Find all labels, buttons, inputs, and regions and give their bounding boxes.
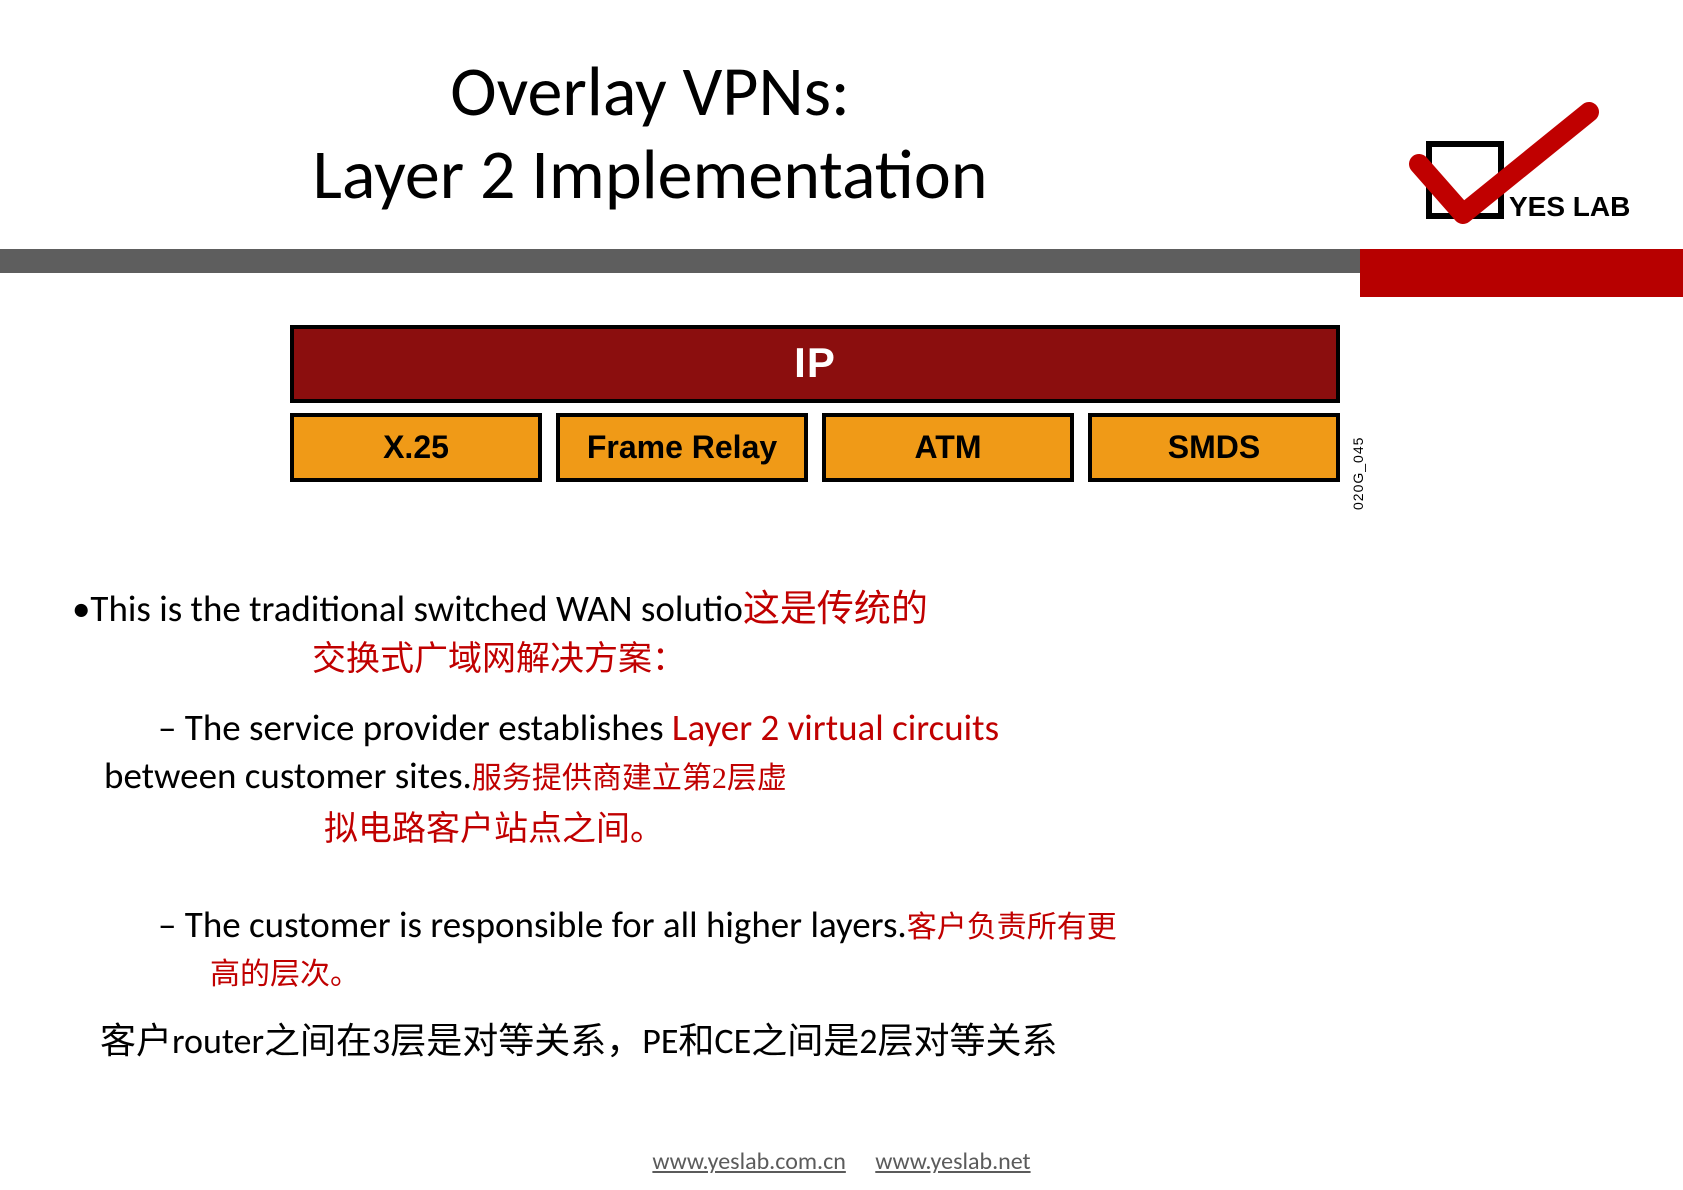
dash-1-prefix: – The service provider establishes (158, 705, 672, 750)
dash-1: – The service provider establishes Layer… (72, 704, 1612, 800)
dash-2-en: – The customer is responsible for all hi… (158, 902, 907, 947)
layer2-row: X.25 Frame Relay ATM SMDS (290, 413, 1340, 482)
dash-2-zh-tail: 客户负责所有更 (907, 911, 1117, 944)
yeslab-logo: YES LAB (1401, 100, 1641, 240)
bullet-1-zh: 这是传统的 (743, 589, 928, 630)
footer-urls: www.yeslab.com.cn www.yeslab.net (0, 1147, 1683, 1176)
bullet-1: •This is the traditional switched WAN so… (72, 585, 1612, 634)
l2-box-atm: ATM (822, 413, 1074, 482)
dash-1-sub-zh: 拟电路客户站点之间。 (324, 808, 1612, 852)
divider-red-block (1360, 249, 1683, 297)
dash-2: – The customer is responsible for all hi… (158, 901, 1612, 949)
footer-url-1[interactable]: www.yeslab.com.cn (652, 1147, 845, 1176)
divider-grey-bar (0, 249, 1360, 273)
l2-box-frame-relay: Frame Relay (556, 413, 808, 482)
bullet-1-sub-zh: 交换式广域网解决方案： (312, 638, 1612, 682)
slide-title: Overlay VPNs: Layer 2 Implementation (0, 50, 1300, 215)
ip-layer-box: IP (290, 325, 1340, 403)
slide-body: •This is the traditional switched WAN so… (72, 575, 1612, 1065)
bullet-1-en: •This is the traditional switched WAN so… (72, 586, 743, 631)
slide: Overlay VPNs: Layer 2 Implementation YES… (0, 0, 1683, 1190)
diagram-code-label: 020G_045 (1350, 437, 1366, 510)
l2-box-smds: SMDS (1088, 413, 1340, 482)
title-line-2: Layer 2 Implementation (312, 131, 987, 217)
dash-2-sub-zh: 高的层次。 (210, 955, 1612, 994)
dash-1-cont-en: between customer sites. (104, 753, 472, 798)
dash-1-cont-zh: 服务提供商建立第2层虚 (472, 762, 787, 795)
dash-1-red: Layer 2 virtual circuits (672, 705, 999, 750)
l2-box-x25: X.25 (290, 413, 542, 482)
footer-url-2[interactable]: www.yeslab.net (875, 1147, 1030, 1176)
logo-text: YES LAB (1509, 191, 1630, 222)
bottom-note: 客户router之间在3层是对等关系，PE和CE之间是2层对等关系 (100, 1018, 1612, 1065)
layer-diagram: IP X.25 Frame Relay ATM SMDS (290, 325, 1340, 482)
title-line-1: Overlay VPNs: (450, 48, 850, 134)
